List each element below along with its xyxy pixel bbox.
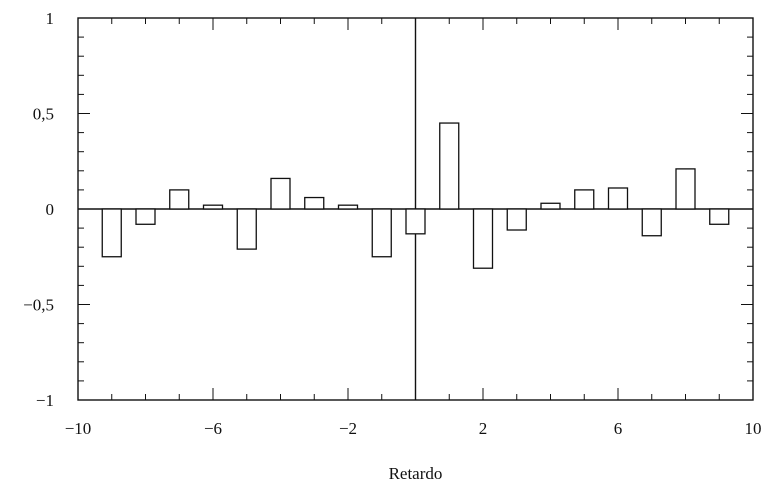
- y-tick-label: −1: [36, 391, 54, 410]
- minor-ticks: [78, 18, 753, 400]
- y-tick-label: −0,5: [23, 296, 54, 315]
- bar-lag--1: [371, 208, 392, 258]
- bar-lag--7: [169, 189, 190, 210]
- bar-lag--3: [304, 196, 325, 210]
- bar-lag--5: [236, 208, 257, 250]
- bar-lag-2: [472, 208, 494, 269]
- bar-lag-1: [439, 122, 460, 210]
- bar-lag-0: [405, 208, 426, 235]
- bar-lag-9: [709, 208, 730, 225]
- x-tick-label: −6: [204, 419, 222, 438]
- x-tick-label: −10: [65, 419, 92, 438]
- bar-lag-5: [574, 189, 595, 210]
- bars: [101, 122, 730, 269]
- bar-lag-4: [540, 202, 561, 210]
- bar-lag-6: [607, 187, 629, 210]
- y-tick-label: 0,5: [33, 105, 54, 124]
- x-tick-label: −2: [339, 419, 357, 438]
- bar-lag--4: [270, 177, 291, 210]
- bar-lag--8: [135, 208, 156, 225]
- y-tick-label: 1: [46, 9, 55, 28]
- y-tick-label: 0: [46, 200, 55, 219]
- x-tick-label: 10: [745, 419, 762, 438]
- bar-lag-3: [506, 208, 527, 231]
- bar-lag--6: [202, 204, 224, 210]
- bar-lag--9: [101, 208, 122, 258]
- bar-lag--2: [337, 204, 359, 210]
- y-tick-labels: −1 −0,5 0 0,5 1: [23, 9, 54, 410]
- x-tick-labels: −10 −6 −2 2 6 10: [65, 419, 762, 438]
- bar-lag-8: [675, 168, 696, 210]
- x-tick-label: 2: [479, 419, 488, 438]
- bar-lag-7: [641, 208, 662, 237]
- x-tick-label: 6: [614, 419, 623, 438]
- x-axis-title: Retardo: [389, 464, 443, 483]
